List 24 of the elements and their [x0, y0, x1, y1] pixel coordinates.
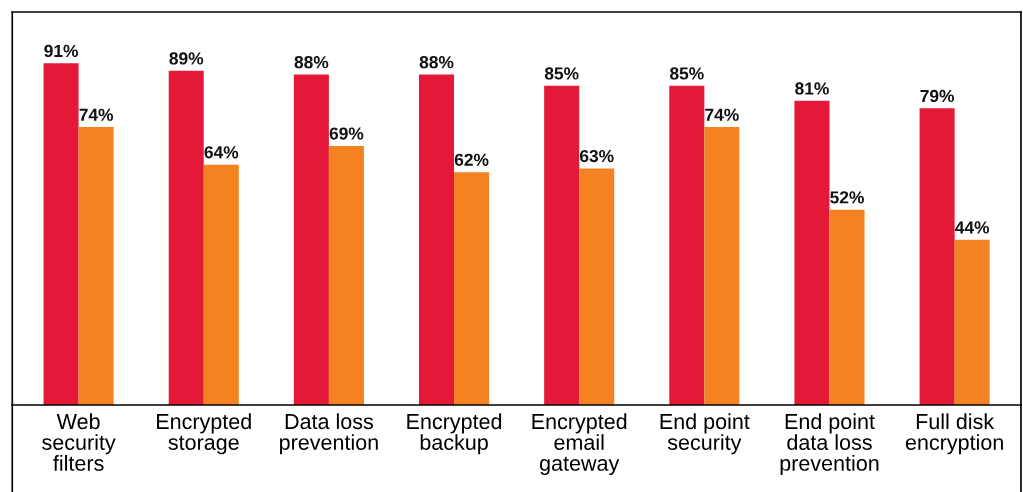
x-tick-label: End point security [660, 413, 750, 455]
data-label: 85% [669, 67, 704, 80]
data-label: 64% [204, 146, 239, 159]
data-label: 79% [920, 89, 955, 103]
data-label: 74% [705, 108, 739, 121]
x-tick-label: Encrypted email gateway [532, 413, 627, 476]
data-label: 81% [795, 82, 829, 95]
data-label: 88% [294, 56, 329, 69]
data-label: 63% [579, 149, 614, 163]
data-label: 89% [169, 52, 204, 65]
data-label: 69% [329, 127, 364, 140]
data-label: 74% [79, 108, 114, 121]
data-label: 52% [830, 191, 864, 204]
data-label: 88% [419, 56, 454, 69]
data-label: 85% [544, 67, 579, 80]
x-tick-label: Encrypted backup [407, 413, 502, 455]
data-label: 62% [454, 153, 489, 166]
data-label: 91% [44, 44, 78, 58]
x-tick-label: Data loss prevention [280, 413, 378, 455]
x-tick-label: End point data loss prevention [780, 413, 879, 476]
x-tick-label: Encrypted storage [157, 413, 251, 455]
x-tick-label: Web security filters [42, 413, 116, 471]
x-tick-label: Full disk encryption [905, 413, 1003, 455]
data-label: 44% [955, 221, 990, 234]
